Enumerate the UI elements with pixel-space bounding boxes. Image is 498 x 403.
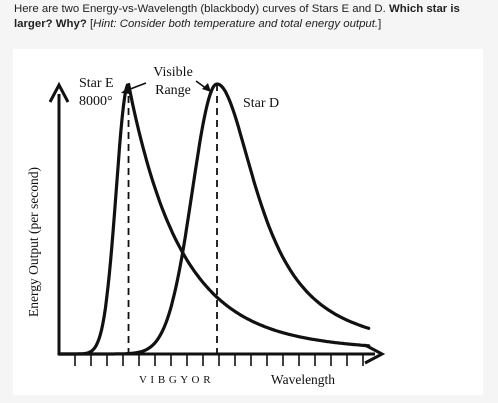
x-axis-label: Wavelength bbox=[271, 372, 335, 387]
question-prefix: Here are two Energy-vs-Wavelength (black… bbox=[14, 3, 389, 15]
star-e-temperature: 8000° bbox=[79, 94, 113, 109]
hint-close: ] bbox=[378, 18, 382, 30]
curve-star-d bbox=[57, 82, 371, 356]
star-d-label: Star D bbox=[243, 96, 279, 111]
visible-arrowhead-right bbox=[202, 83, 211, 92]
blackbody-figure: Energy Output (per second) Wavelength V I … bbox=[13, 49, 483, 395]
hint-italic: Hint: Consider both temperature and tota… bbox=[93, 18, 379, 30]
hint-open: [ bbox=[86, 18, 94, 30]
curves bbox=[57, 82, 371, 358]
visible-arrowhead-left bbox=[121, 86, 130, 94]
star-e-label: Star E bbox=[79, 76, 114, 91]
visible-letters: V I B G Y O R bbox=[139, 374, 211, 386]
y-axis-arrow bbox=[48, 81, 70, 103]
question-bold: Which star is larger? Why? bbox=[14, 3, 460, 30]
labels: Energy Output (per second) Wavelength V I … bbox=[26, 65, 335, 387]
x-axis-arrow bbox=[364, 343, 386, 365]
visible-range-label-line2: Range bbox=[155, 83, 191, 98]
y-axis-label: Energy Output (per second) bbox=[26, 167, 41, 317]
curve-star-e bbox=[57, 82, 371, 356]
figure-background bbox=[13, 49, 483, 395]
visible-range-label-line1: Visible bbox=[153, 65, 193, 80]
question-text: Here are two Energy-vs-Wavelength (black… bbox=[0, 2, 494, 32]
